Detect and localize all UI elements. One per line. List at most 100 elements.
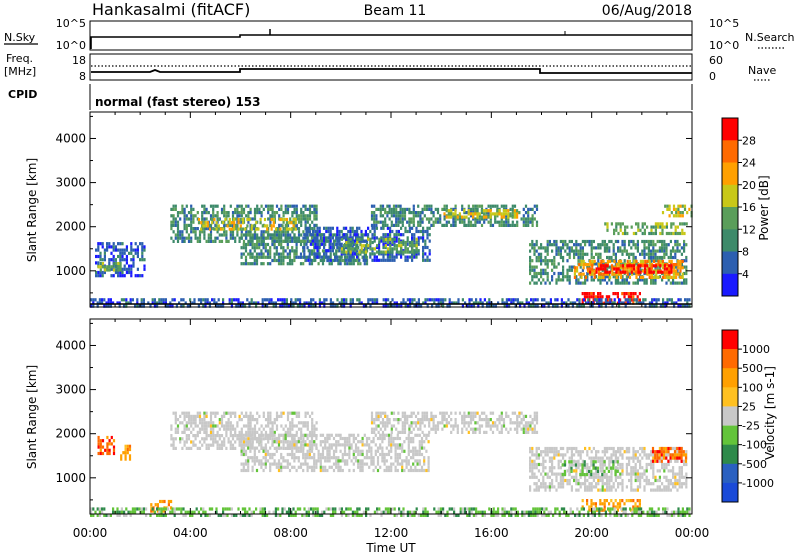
data-cell — [540, 262, 543, 266]
data-cell — [404, 258, 407, 262]
data-cell — [277, 233, 281, 237]
data-cell — [198, 236, 202, 240]
data-cell — [302, 462, 305, 466]
data-cell — [325, 239, 328, 243]
data-cell — [531, 246, 534, 250]
data-cell — [505, 204, 508, 208]
data-cell — [592, 298, 595, 302]
data-cell — [387, 465, 391, 469]
data-cell — [469, 220, 473, 224]
data-cell — [370, 459, 373, 463]
data-cell — [645, 246, 648, 250]
data-cell — [394, 459, 397, 463]
data-cell — [273, 440, 276, 444]
data-cell — [414, 452, 417, 457]
data-cell — [270, 227, 273, 231]
data-cell — [280, 462, 283, 466]
data-cell — [406, 207, 409, 211]
data-cell — [271, 437, 274, 441]
data-cell — [400, 301, 403, 305]
data-cell — [480, 209, 483, 213]
data-cell — [589, 301, 592, 305]
data-cell — [445, 220, 448, 224]
data-cell — [600, 272, 603, 276]
data-cell — [251, 446, 254, 450]
data-cell — [327, 236, 330, 240]
data-cell — [288, 446, 292, 450]
data-cell — [564, 243, 567, 247]
data-cell — [194, 414, 197, 418]
data-cell — [342, 226, 345, 230]
data-cell — [400, 250, 403, 254]
data-cell — [291, 411, 294, 415]
data-cell — [359, 452, 362, 457]
data-cell — [511, 223, 514, 227]
data-cell — [231, 233, 235, 237]
data-cell — [105, 301, 108, 305]
data-cell — [256, 207, 259, 211]
data-cell — [314, 252, 317, 256]
data-cell — [409, 298, 412, 302]
data-cell — [251, 440, 254, 444]
data-cell — [212, 434, 215, 438]
data-cell — [371, 236, 374, 240]
data-cell — [395, 304, 398, 308]
data-cell — [375, 255, 378, 259]
data-cell — [688, 304, 691, 308]
data-cell — [656, 249, 659, 253]
data-cell — [246, 224, 249, 228]
data-cell — [463, 421, 466, 425]
data-cell — [533, 462, 536, 467]
data-cell — [386, 204, 389, 208]
data-cell — [323, 255, 326, 259]
data-cell — [295, 424, 298, 428]
freq-trace — [91, 68, 692, 74]
data-cell — [98, 301, 101, 305]
data-cell — [425, 414, 429, 418]
data-cell — [275, 204, 279, 208]
data-cell — [606, 268, 609, 272]
data-cell — [302, 452, 305, 457]
data-cell — [559, 482, 562, 486]
data-cell — [683, 222, 686, 226]
data-cell — [657, 263, 660, 267]
data-cell — [315, 223, 318, 227]
data-cell — [474, 430, 477, 434]
data-cell — [417, 220, 420, 224]
data-cell — [466, 304, 469, 308]
data-cell — [236, 207, 239, 211]
data-cell — [205, 239, 208, 243]
colorbar-segment — [722, 207, 738, 230]
data-cell — [251, 443, 254, 447]
data-cell — [540, 252, 543, 256]
data-cell — [262, 207, 265, 211]
data-cell — [639, 268, 642, 272]
data-cell — [575, 281, 578, 285]
data-cell — [399, 207, 402, 211]
data-cell — [481, 304, 484, 308]
data-cell — [251, 246, 254, 250]
data-cell — [239, 224, 242, 228]
data-cell — [603, 239, 606, 244]
data-cell — [340, 298, 343, 302]
data-cell — [540, 246, 543, 250]
data-cell — [450, 411, 453, 415]
data-cell — [456, 424, 459, 428]
data-cell — [310, 301, 313, 305]
data-cell — [461, 220, 464, 224]
data-cell — [170, 214, 173, 218]
data-cell — [625, 278, 628, 282]
data-cell — [654, 278, 657, 282]
data-cell — [394, 436, 397, 441]
data-cell — [170, 443, 173, 447]
data-cell — [112, 245, 115, 249]
data-cell — [225, 430, 228, 434]
data-cell — [641, 264, 644, 268]
data-cell — [205, 437, 208, 441]
data-cell — [531, 450, 534, 454]
data-cell — [412, 223, 415, 227]
data-cell — [658, 239, 661, 244]
data-cell — [203, 421, 206, 425]
data-cell — [110, 258, 113, 262]
data-cell — [524, 217, 528, 221]
